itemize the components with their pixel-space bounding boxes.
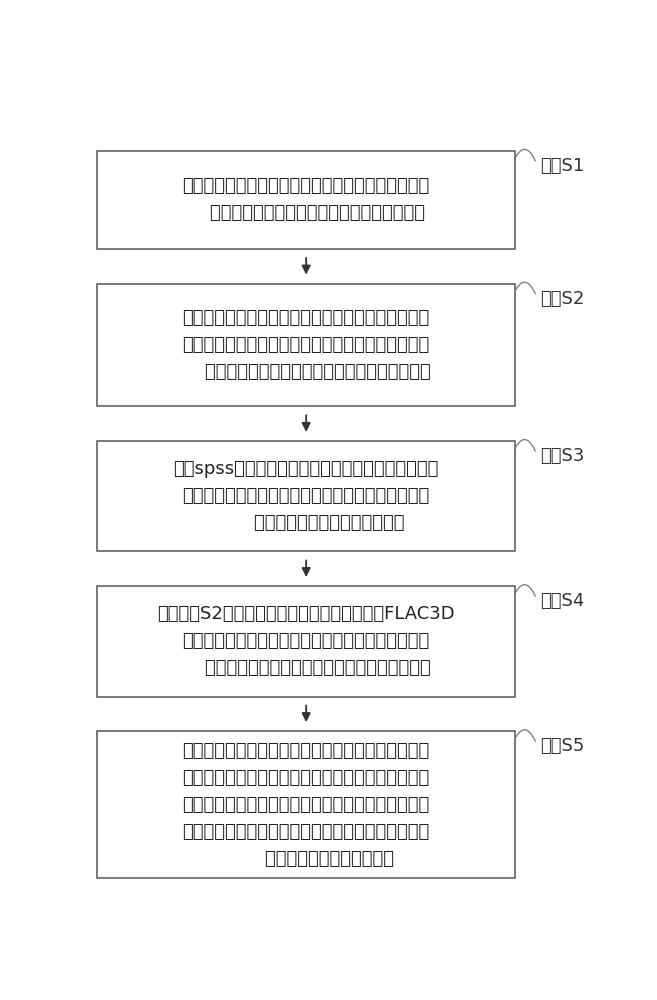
FancyBboxPatch shape (97, 284, 515, 406)
FancyBboxPatch shape (97, 586, 515, 697)
Text: 步骤S3: 步骤S3 (540, 447, 585, 465)
Text: 针对数值模拟结果的变形特性，基于影响地层的变形
参数信息和影响管片的上浮参数信息的分类情况，对
相应的分类情况下的掘进参数进行调试，直到模拟结
果达到预设变形要: 针对数值模拟结果的变形特性，基于影响地层的变形 参数信息和影响管片的上浮参数信息… (183, 742, 430, 868)
Text: 利用spss软件，采用聚类分析的方法将所述施工参数
信息分成两类，一类为影响地层的变形参数信息，一
        类为影响管片的上浮参数信息；: 利用spss软件，采用聚类分析的方法将所述施工参数 信息分成两类，一类为影响地层… (173, 460, 439, 532)
FancyBboxPatch shape (97, 441, 515, 551)
FancyBboxPatch shape (97, 151, 515, 249)
FancyBboxPatch shape (97, 731, 515, 878)
Text: 步骤S5: 步骤S5 (540, 737, 585, 755)
Text: 步骤S2: 步骤S2 (540, 290, 585, 308)
Text: 在全线施工段根据水文地质情况选取与目标水道下方
    地质情况相同的试验段，进行施工现场模拟；: 在全线施工段根据水文地质情况选取与目标水道下方 地质情况相同的试验段，进行施工现… (183, 177, 430, 222)
Text: 步骤S4: 步骤S4 (540, 592, 585, 610)
Text: 步骤S1: 步骤S1 (540, 157, 585, 175)
Text: 在试验段的施工现场模拟时，布置监测面和监测点，
收集整理模拟施工中各项施工参数信息，从而确定盾
    构机通过目标水道期间的初步拟定掘进参数值；: 在试验段的施工现场模拟时，布置监测面和监测点， 收集整理模拟施工中各项施工参数信… (182, 309, 430, 381)
Text: 根据步骤S2得到的初步拟定掘进参数值，采用FLAC3D
软件对盾构下穿水道进行数值模拟，根据地层的沉降
    和管片上浮情况对初步拟定施工参数进行修正；: 根据步骤S2得到的初步拟定掘进参数值，采用FLAC3D 软件对盾构下穿水道进行数… (157, 605, 455, 677)
